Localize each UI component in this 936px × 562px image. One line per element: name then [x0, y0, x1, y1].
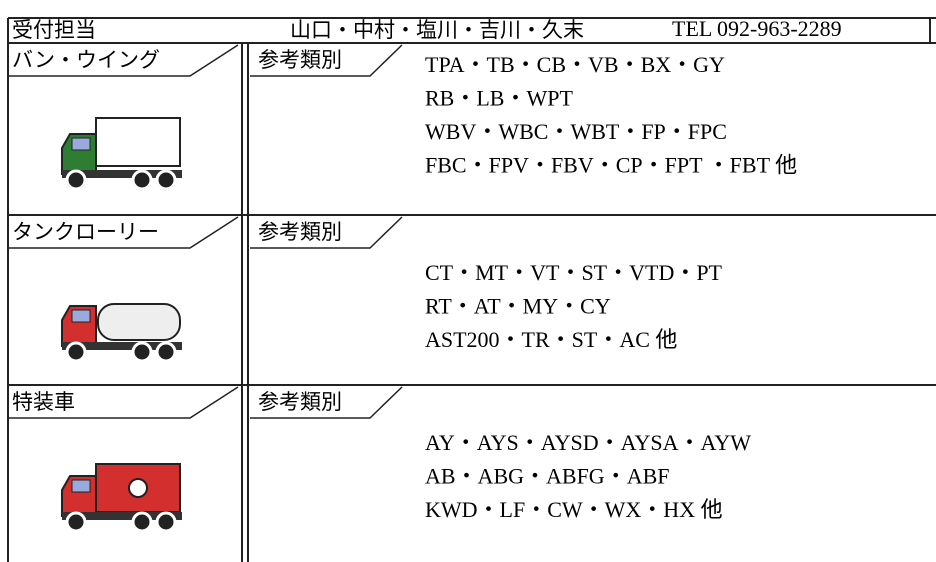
truck-wheel: [155, 341, 177, 363]
header-label: 受付担当: [12, 18, 96, 42]
truck-chassis: [62, 342, 182, 350]
section-tag: 参考類別: [258, 390, 342, 414]
tag-tab: [250, 44, 403, 77]
truck-window: [71, 137, 91, 151]
section-label: 特装車: [12, 390, 75, 414]
type-codes: RT・AT・MY・CY: [425, 294, 611, 319]
truck-wheel: [65, 511, 87, 533]
truck-wheel: [65, 341, 87, 363]
truck-icon: [61, 463, 182, 533]
type-codes: FBC・FPV・FBV・CP・FPT ・FBT 他: [425, 153, 797, 178]
truck-chassis: [62, 170, 182, 178]
truck-wheel: [131, 511, 153, 533]
truck-icon: [61, 117, 182, 191]
truck-icon: [61, 303, 182, 363]
header-tel: TEL 092-963-2289: [672, 16, 842, 41]
table-frame: [7, 17, 936, 562]
header-staff: 山口・中村・塩川・吉川・久末: [290, 18, 584, 42]
type-codes: RB・LB・WPT: [425, 86, 573, 111]
type-codes: TPA・TB・CB・VB・BX・GY: [425, 52, 725, 77]
truck-emblem: [128, 478, 148, 498]
truck-window: [71, 479, 91, 493]
truck-wheel: [155, 169, 177, 191]
section-tag: 参考類別: [258, 48, 342, 72]
truck-wheel: [65, 169, 87, 191]
truck-wheel: [131, 341, 153, 363]
truck-box: [95, 117, 181, 167]
section-label: タンクローリー: [12, 220, 159, 244]
tag-tab: [250, 216, 403, 249]
type-codes: AB・ABG・ABFG・ABF: [425, 464, 670, 489]
truck-tank: [97, 303, 181, 341]
label-tab: [8, 216, 239, 249]
type-codes: CT・MT・VT・ST・VTD・PT: [425, 260, 723, 285]
truck-wheel: [131, 169, 153, 191]
tag-tab: [250, 386, 403, 419]
type-codes: AST200・TR・ST・AC 他: [425, 327, 677, 352]
section-tag: 参考類別: [258, 220, 342, 244]
truck-chassis: [62, 512, 182, 520]
label-tab: [8, 386, 239, 419]
type-codes: KWD・LF・CW・WX・HX 他: [425, 497, 723, 522]
type-codes: AY・AYS・AYSD・AYSA・AYW: [425, 430, 751, 455]
truck-wheel: [155, 511, 177, 533]
truck-window: [71, 309, 91, 323]
label-tab: [8, 44, 239, 77]
section-label: バン・ウイング: [12, 48, 160, 72]
type-codes: WBV・WBC・WBT・FP・FPC: [425, 119, 727, 144]
